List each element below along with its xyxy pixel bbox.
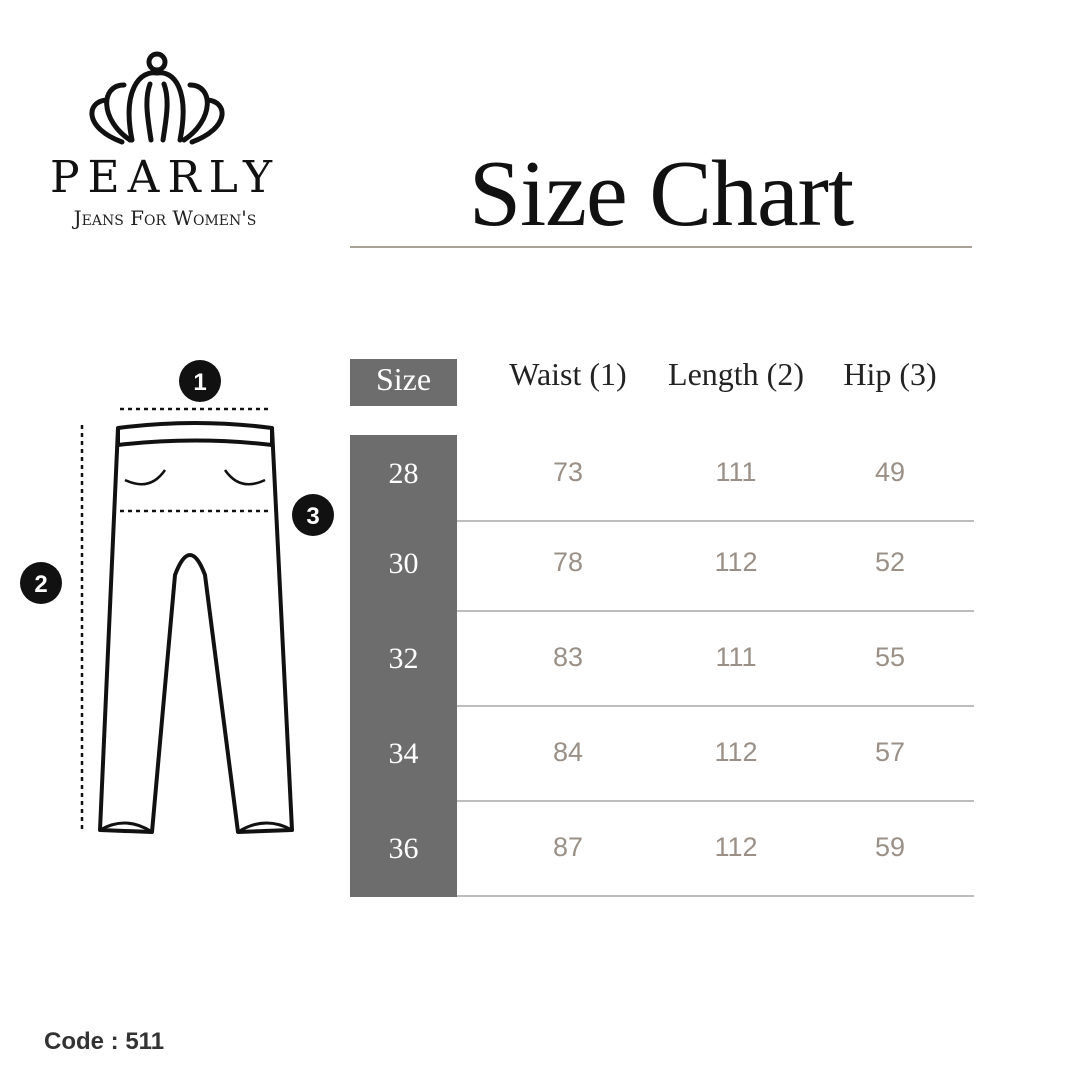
length-cell: 111 [715,457,757,487]
size-cell: 30 [388,547,419,580]
size-cell: 36 [388,832,419,865]
size-cell: 32 [388,642,419,675]
length-cell: 112 [714,547,758,577]
length-cell: 111 [715,642,757,672]
size-cell: 28 [388,457,419,490]
table-row: 28 73 111 49 [350,427,974,522]
waist-cell: 78 [552,547,584,577]
marker-2 [20,562,62,604]
header-waist: Waist (1) [509,356,627,392]
row-divider [457,705,974,707]
pants-diagram: 1 2 3 [20,360,334,834]
row-divider [457,520,974,522]
title-divider [350,246,972,248]
table-row: 30 78 112 52 [350,517,974,612]
row-divider [457,895,974,897]
marker-2-label: 2 [34,571,47,598]
waist-cell: 84 [552,737,584,767]
marker-3 [292,494,334,536]
waist-cell: 83 [552,642,584,672]
size-cell: 34 [388,737,419,770]
header-hip: Hip (3) [843,356,937,392]
row-divider [457,610,974,612]
hip-cell: 49 [874,457,906,487]
crown-logo-icon [89,51,225,145]
waist-cell: 87 [552,832,584,862]
product-code: Code : 511 [44,1028,165,1055]
hip-cell: 52 [874,547,906,577]
table-row: 36 87 112 59 [350,802,974,897]
size-column [350,435,457,897]
header-size: Size [350,359,457,406]
row-divider [457,800,974,802]
brand-tagline: Jeans For Women's [73,206,257,230]
marker-1 [179,360,221,402]
length-cell: 112 [714,737,758,767]
marker-1-label: 1 [193,369,206,396]
marker-3-label: 3 [306,503,319,530]
hip-cell: 57 [874,737,906,767]
hip-cell: 55 [874,642,906,672]
length-cell: 112 [714,832,758,862]
page-title: Size Chart [468,142,854,246]
brand-name: PEARLY [49,152,281,203]
table-row: 32 83 111 55 [350,612,974,707]
header-length: Length (2) [668,356,804,392]
hip-cell: 59 [874,832,906,862]
table-row: 34 84 112 57 [350,707,974,802]
waist-cell: 73 [552,457,584,487]
